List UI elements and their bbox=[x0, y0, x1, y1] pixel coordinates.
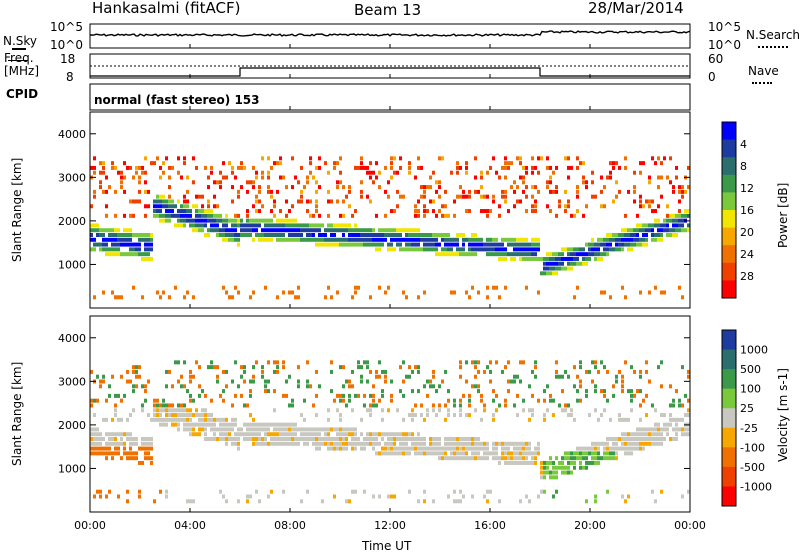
power-colorbar: 4 8 12 16 20 24 28 bbox=[721, 121, 754, 299]
nsearch-tick-top: 10^5 bbox=[708, 20, 741, 34]
colorbar-swatch bbox=[722, 349, 736, 370]
cpid-label: CPID bbox=[6, 87, 39, 101]
colorbar-swatch bbox=[722, 227, 736, 246]
nave-label: Nave bbox=[748, 64, 779, 78]
colorbar-swatch bbox=[722, 369, 736, 390]
nsky-tick-bottom: 10^0 bbox=[50, 38, 83, 52]
colorbar-swatch bbox=[722, 280, 736, 299]
colorbar-tick: -1000 bbox=[740, 480, 772, 493]
colorbar-swatch bbox=[722, 210, 736, 229]
power-colorbar-label: Power [dB] bbox=[776, 182, 790, 248]
velocity-colorbar-label: Velocity [m s-1] bbox=[776, 368, 790, 462]
velocity-heatmap bbox=[90, 360, 690, 504]
colorbar-swatch bbox=[722, 447, 736, 468]
colorbar-swatch bbox=[722, 427, 736, 448]
ytick-label: 4000 bbox=[58, 332, 86, 345]
ytick-label: 4000 bbox=[58, 128, 86, 141]
colorbar-swatch bbox=[722, 157, 736, 176]
colorbar-tick: 100 bbox=[740, 383, 761, 396]
freq-line-key bbox=[8, 60, 28, 61]
beam-title: Beam 13 bbox=[354, 1, 422, 19]
nave-line-key bbox=[752, 82, 772, 84]
date-title: 28/Mar/2014 bbox=[588, 0, 684, 17]
axes: 1000 2000 3000 4000 1000 2000 3000 4000 00:00 04:… bbox=[58, 44, 706, 532]
colorbar-swatch bbox=[722, 174, 736, 193]
xtick-label: 00:00 bbox=[74, 519, 106, 532]
nsearch-line-key bbox=[758, 46, 788, 48]
power-ylabel: Slant Range [km] bbox=[10, 157, 24, 262]
colorbar-tick: 8 bbox=[740, 160, 747, 173]
colorbar-swatch bbox=[722, 408, 736, 429]
colorbar-tick: 16 bbox=[740, 204, 754, 217]
nsky-tick-top: 10^5 bbox=[50, 20, 83, 34]
ytick-label: 2000 bbox=[58, 215, 86, 228]
freq-series bbox=[90, 67, 690, 77]
xtick-label: 12:00 bbox=[374, 519, 406, 532]
colorbar-swatch bbox=[722, 466, 736, 487]
colorbar-tick: -500 bbox=[740, 461, 765, 474]
freq-tick-bottom: 8 bbox=[66, 70, 74, 84]
nave-tick-top: 60 bbox=[708, 52, 724, 66]
station-title: Hankasalmi (fitACF) bbox=[92, 0, 241, 17]
colorbar-tick: 20 bbox=[740, 226, 754, 239]
ytick-label: 1000 bbox=[58, 462, 86, 475]
velocity-colorbar: 1000 500 100 25 -25 -100 -500 -1000 bbox=[721, 329, 772, 507]
nsky-label: N.Sky bbox=[3, 34, 38, 48]
nsky-line-key bbox=[12, 48, 26, 50]
colorbar-swatch bbox=[722, 192, 736, 211]
xtick-label: 04:00 bbox=[174, 519, 206, 532]
colorbar-frame bbox=[721, 121, 737, 299]
xtick-label: 08:00 bbox=[274, 519, 306, 532]
colorbar-tick: 28 bbox=[740, 270, 754, 283]
freq-label: Freq. bbox=[4, 51, 34, 65]
colorbar-tick: -25 bbox=[740, 422, 758, 435]
nsearch-label: N.Search bbox=[746, 28, 800, 42]
x-axis-label: Time UT bbox=[362, 539, 412, 553]
colorbar-tick: 1000 bbox=[740, 344, 768, 357]
colorbar-swatch bbox=[722, 245, 736, 264]
velocity-ylabel: Slant Range [km] bbox=[10, 361, 24, 466]
colorbar-swatch bbox=[722, 262, 736, 281]
xtick-label: 20:00 bbox=[574, 519, 606, 532]
colorbar-tick: 4 bbox=[740, 138, 747, 151]
freq-unit: [MHz] bbox=[4, 64, 40, 78]
xtick-label: 16:00 bbox=[474, 519, 506, 532]
cpid-text: normal (fast stereo) 153 bbox=[94, 93, 260, 107]
colorbar-tick: -100 bbox=[740, 441, 765, 454]
colorbar-swatch bbox=[722, 139, 736, 158]
colorbar-tick: 24 bbox=[740, 248, 754, 261]
colorbar-swatch bbox=[722, 122, 736, 141]
colorbar-tick: 12 bbox=[740, 182, 754, 195]
nave-tick-bottom: 0 bbox=[708, 70, 716, 84]
xtick-label: 00:00 bbox=[674, 519, 706, 532]
power-heatmap bbox=[90, 156, 690, 300]
ytick-label: 1000 bbox=[58, 258, 86, 271]
colorbar-swatch bbox=[722, 388, 736, 409]
ytick-label: 3000 bbox=[58, 171, 86, 184]
colorbar-swatch bbox=[722, 486, 736, 507]
nsky-series bbox=[90, 30, 691, 37]
colorbar-tick: 25 bbox=[740, 402, 754, 415]
colorbar-swatch bbox=[722, 330, 736, 351]
nsearch-tick-bottom: 10^0 bbox=[708, 38, 741, 52]
colorbar-frame bbox=[721, 329, 737, 507]
freq-tick-top: 18 bbox=[60, 52, 76, 66]
ytick-label: 3000 bbox=[58, 375, 86, 388]
colorbar-tick: 500 bbox=[740, 363, 761, 376]
ytick-label: 2000 bbox=[58, 419, 86, 432]
